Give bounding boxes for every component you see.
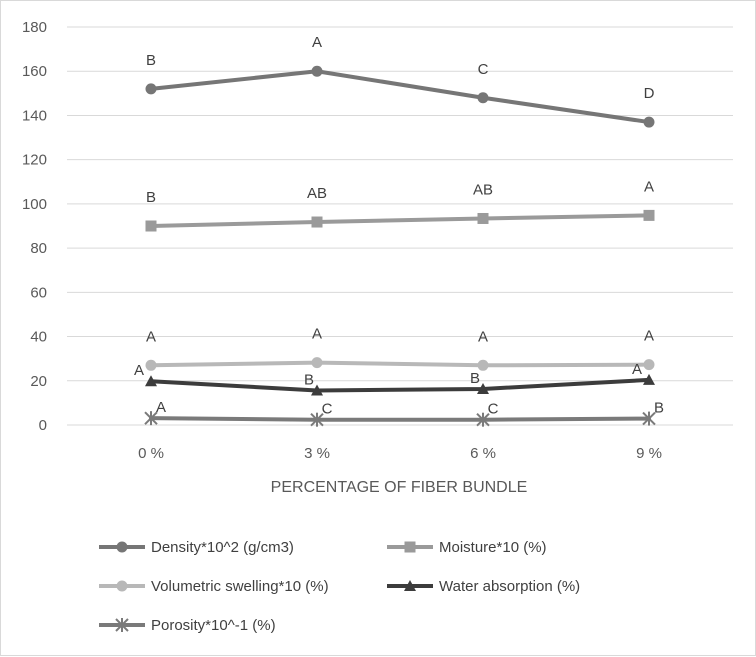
data-point xyxy=(643,373,655,385)
y-tick-label: 140 xyxy=(22,107,47,124)
data-label: A xyxy=(146,328,156,345)
y-tick-label: 80 xyxy=(30,240,47,257)
data-point xyxy=(642,411,656,426)
x-tick-label: 0 % xyxy=(138,445,164,462)
series-1 xyxy=(145,65,655,128)
data-label: A xyxy=(644,178,654,195)
series-lines xyxy=(144,65,656,427)
legend: Density*10^2 (g/cm3) Moisture*10 (%) Volum… xyxy=(99,539,580,634)
data-label: A xyxy=(312,34,322,51)
data-point xyxy=(311,357,323,369)
y-tick-label: 60 xyxy=(30,284,47,301)
series-line xyxy=(149,416,651,422)
data-label: B xyxy=(654,400,664,417)
legend-label: Volumetric swelling*10 (%) xyxy=(151,578,329,595)
data-point xyxy=(145,359,157,371)
series-line xyxy=(149,213,651,228)
data-label: C xyxy=(478,61,489,78)
data-label: B xyxy=(146,189,156,206)
data-point xyxy=(477,212,489,224)
legend-marker xyxy=(404,541,416,553)
series-2 xyxy=(145,209,655,232)
data-label: A xyxy=(644,328,654,345)
series-line xyxy=(149,377,651,393)
data-point xyxy=(477,382,489,394)
legend-item: Density*10^2 (g/cm3) xyxy=(99,539,294,556)
y-axis-ticks: 0 20 40 60 80 100 120 140 160 180 xyxy=(22,19,47,434)
legend-item: Water absorption (%) xyxy=(387,578,580,595)
data-point xyxy=(643,209,655,221)
y-tick-label: 40 xyxy=(30,329,47,346)
data-label: A xyxy=(632,361,642,378)
data-point xyxy=(311,216,323,228)
y-tick-label: 180 xyxy=(22,19,47,36)
x-tick-label: 3 % xyxy=(304,445,330,462)
legend-label: Density*10^2 (g/cm3) xyxy=(151,539,294,556)
data-point xyxy=(145,220,157,232)
y-tick-label: 100 xyxy=(22,196,47,213)
y-tick-label: 160 xyxy=(22,63,47,80)
x-tick-label: 9 % xyxy=(636,445,662,462)
x-tick-label: 6 % xyxy=(470,445,496,462)
data-label: C xyxy=(488,401,499,418)
data-label: A xyxy=(134,362,144,379)
legend-marker xyxy=(116,580,128,592)
series-line xyxy=(149,360,651,368)
series-5 xyxy=(144,411,656,427)
data-point xyxy=(643,116,655,128)
data-point xyxy=(477,359,489,371)
legend-label: Porosity*10^-1 (%) xyxy=(151,617,276,634)
legend-item: Porosity*10^-1 (%) xyxy=(99,617,276,634)
series-3 xyxy=(145,357,655,371)
legend-label: Moisture*10 (%) xyxy=(439,539,547,556)
data-label: B xyxy=(146,52,156,69)
series-4 xyxy=(145,373,655,396)
legend-marker xyxy=(404,580,416,591)
y-tick-label: 20 xyxy=(30,373,47,390)
data-point xyxy=(477,92,489,104)
data-label: D xyxy=(644,85,655,102)
data-point xyxy=(476,412,490,427)
x-axis-title: PERCENTAGE OF FIBER BUNDLE xyxy=(271,479,528,496)
data-label: AB xyxy=(307,185,327,202)
data-label: A xyxy=(478,328,488,345)
data-label: C xyxy=(322,401,333,418)
data-point xyxy=(311,65,323,77)
data-label: AB xyxy=(473,181,493,198)
data-point xyxy=(145,83,157,95)
data-point xyxy=(145,375,157,387)
data-label: A xyxy=(312,326,322,343)
data-point xyxy=(643,359,655,371)
data-label: B xyxy=(470,370,480,387)
y-tick-label: 0 xyxy=(39,417,47,434)
legend-marker xyxy=(115,618,129,632)
data-point xyxy=(144,411,158,426)
data-point xyxy=(310,412,324,427)
legend-marker xyxy=(116,541,128,553)
legend-item: Moisture*10 (%) xyxy=(387,539,547,556)
series-line xyxy=(149,69,651,125)
data-label: A xyxy=(156,399,166,416)
x-axis-ticks: 0 % 3 % 6 % 9 % xyxy=(138,445,662,462)
data-label: B xyxy=(304,372,314,389)
legend-item: Volumetric swelling*10 (%) xyxy=(99,578,329,595)
legend-label: Water absorption (%) xyxy=(439,578,580,595)
data-point xyxy=(311,384,323,396)
y-tick-label: 120 xyxy=(22,152,47,169)
